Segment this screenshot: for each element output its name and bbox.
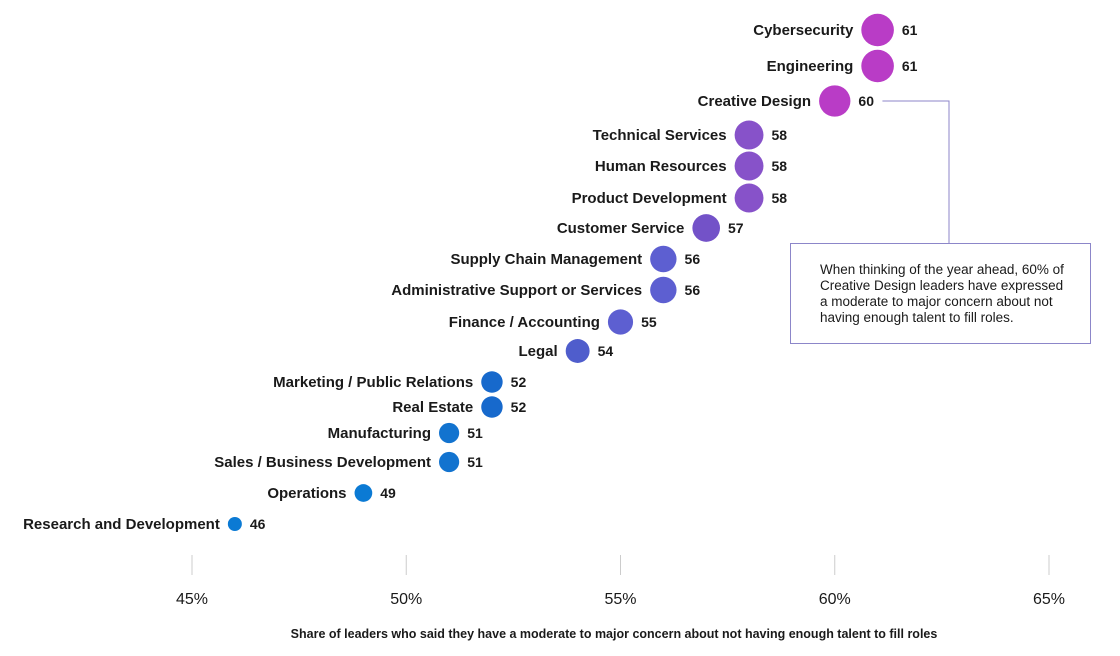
chart-row: Customer Service 57 <box>557 214 744 242</box>
data-point <box>354 484 373 502</box>
annotation-callout: When thinking of the year ahead, 60% of … <box>790 243 1091 344</box>
value-label: 46 <box>250 516 266 532</box>
value-label: 58 <box>771 127 787 143</box>
callout-leader-line <box>882 100 950 243</box>
value-label: 55 <box>641 314 657 330</box>
category-label: Engineering <box>767 58 854 75</box>
data-point <box>734 183 764 213</box>
data-point <box>650 245 677 273</box>
data-point <box>607 309 634 335</box>
value-label: 56 <box>685 282 701 298</box>
category-label: Finance / Accounting <box>449 314 600 331</box>
value-label: 56 <box>685 251 701 267</box>
category-label: Real Estate <box>392 399 473 416</box>
data-point <box>481 396 503 418</box>
chart-row: Product Development 58 <box>572 183 787 213</box>
data-point <box>692 214 721 242</box>
data-point <box>734 151 764 181</box>
category-label: Creative Design <box>698 93 811 110</box>
data-point <box>650 276 677 304</box>
chart-row: Operations 49 <box>267 484 396 502</box>
category-label: Research and Development <box>23 516 220 533</box>
chart-row: Finance / Accounting 55 <box>449 309 657 335</box>
chart-row: Sales / Business Development 51 <box>214 451 483 473</box>
x-tick-label: 45% <box>176 591 208 608</box>
value-label: 61 <box>902 22 918 38</box>
value-label: 58 <box>771 190 787 206</box>
chart-row: Real Estate 52 <box>392 396 527 418</box>
data-point <box>819 85 851 117</box>
category-label: Marketing / Public Relations <box>273 374 473 391</box>
chart-row: Supply Chain Management 56 <box>450 245 701 273</box>
value-label: 60 <box>858 93 874 109</box>
category-label: Customer Service <box>557 220 685 237</box>
chart-rows: Cybersecurity 61 Engineering 61 Creative Des… <box>23 13 918 533</box>
category-label: Supply Chain Management <box>450 251 642 268</box>
x-tick-label: 65% <box>1033 591 1065 608</box>
data-point <box>439 422 460 444</box>
chart-row: Manufacturing 51 <box>328 422 483 444</box>
x-axis-ticks: 45% 50% 55% 60% 65% <box>176 555 1065 608</box>
category-label: Legal <box>519 343 558 360</box>
data-point <box>565 339 590 363</box>
value-label: 57 <box>728 220 744 236</box>
category-label: Technical Services <box>593 127 727 144</box>
x-axis-title: Share of leaders who said they have a mo… <box>291 627 938 641</box>
value-label: 58 <box>771 158 787 174</box>
data-point <box>861 49 894 83</box>
category-label: Human Resources <box>595 158 727 175</box>
chart-row: Cybersecurity 61 <box>753 13 918 47</box>
x-tick-label: 55% <box>604 591 636 608</box>
category-label: Administrative Support or Services <box>391 282 642 299</box>
value-label: 54 <box>598 343 614 359</box>
data-point <box>481 371 503 393</box>
chart-row: Marketing / Public Relations 52 <box>273 371 527 393</box>
x-tick-label: 50% <box>390 591 422 608</box>
chart-row: Human Resources 58 <box>595 151 787 181</box>
value-label: 61 <box>902 58 918 74</box>
annotation-text: When thinking of the year ahead, 60% of … <box>820 262 1064 325</box>
category-label: Manufacturing <box>328 425 431 442</box>
category-label: Sales / Business Development <box>214 454 431 471</box>
value-label: 52 <box>511 399 527 415</box>
data-point <box>439 451 460 473</box>
value-label: 51 <box>467 425 483 441</box>
category-label: Operations <box>267 485 346 502</box>
chart-row: Creative Design 60 <box>698 85 874 117</box>
data-point <box>861 13 894 47</box>
value-label: 52 <box>511 374 527 390</box>
chart-row: Technical Services 58 <box>593 120 787 150</box>
x-tick-label: 60% <box>819 591 851 608</box>
chart-row: Research and Development 46 <box>23 516 266 533</box>
chart-row: Engineering 61 <box>767 49 918 83</box>
data-point <box>734 120 764 150</box>
value-label: 49 <box>380 485 396 501</box>
category-label: Product Development <box>572 190 727 207</box>
value-label: 51 <box>467 454 483 470</box>
data-point <box>227 517 242 531</box>
callout-connector <box>882 100 950 243</box>
chart-row: Legal 54 <box>519 339 614 363</box>
category-label: Cybersecurity <box>753 22 854 39</box>
chart-row: Administrative Support or Services 56 <box>391 276 701 304</box>
